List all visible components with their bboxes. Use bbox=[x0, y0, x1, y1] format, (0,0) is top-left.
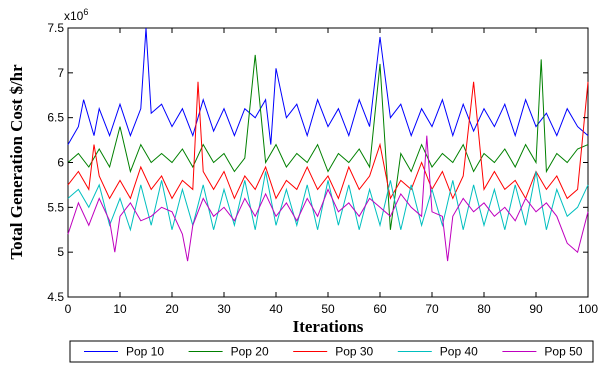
legend-label: Pop 50 bbox=[544, 345, 582, 359]
x-tick-label: 20 bbox=[165, 302, 179, 316]
legend-label: Pop 30 bbox=[335, 345, 373, 359]
x-tick-label: 10 bbox=[113, 302, 127, 316]
x-tick-label: 30 bbox=[217, 302, 231, 316]
y-tick-label: 6.5 bbox=[47, 111, 64, 125]
x-axis: 0 10 20 30 40 50 60 70 80 90 100 bbox=[65, 28, 598, 316]
legend-label: Pop 40 bbox=[440, 345, 478, 359]
plot-area bbox=[67, 27, 589, 298]
x-tick-label: 60 bbox=[373, 302, 387, 316]
x-tick-label: 80 bbox=[477, 302, 491, 316]
y-tick-label: 5 bbox=[57, 245, 64, 259]
x-tick-label: 0 bbox=[65, 302, 72, 316]
y-axis-label: Total Generation Cost $/hr bbox=[7, 64, 26, 260]
x-tick-label: 40 bbox=[269, 302, 283, 316]
series-line-pop-20 bbox=[67, 54, 589, 230]
y-tick-label: 6 bbox=[57, 156, 64, 170]
legend: Pop 10 Pop 20 Pop 30 Pop 40 Pop 50 bbox=[69, 340, 594, 363]
legend-label: Pop 20 bbox=[231, 345, 269, 359]
y-tick-label: 7.5 bbox=[47, 21, 64, 35]
series-layer bbox=[67, 27, 589, 262]
legend-box bbox=[69, 340, 594, 363]
legend-label: Pop 10 bbox=[126, 345, 164, 359]
y-exponent-label: x106 bbox=[64, 7, 88, 23]
x-axis-label: Iterations bbox=[293, 317, 364, 336]
series-line-pop-10 bbox=[67, 27, 589, 145]
series-line-pop-40 bbox=[67, 171, 589, 232]
y-tick-label: 4.5 bbox=[47, 290, 64, 304]
y-axis: 4.5 5 5.5 6 6.5 7 7.5 bbox=[47, 21, 588, 304]
y-tick-label: 5.5 bbox=[47, 200, 64, 214]
series-line-pop-50 bbox=[67, 135, 589, 262]
x-tick-label: 70 bbox=[425, 302, 439, 316]
y-tick-label: 7 bbox=[57, 66, 64, 80]
x-tick-label: 90 bbox=[529, 302, 543, 316]
x-tick-label: 100 bbox=[578, 302, 598, 316]
x-tick-label: 50 bbox=[321, 302, 335, 316]
series-line-pop-30 bbox=[67, 81, 589, 200]
